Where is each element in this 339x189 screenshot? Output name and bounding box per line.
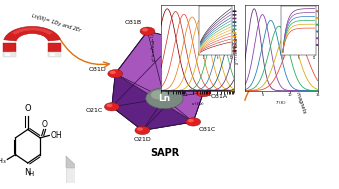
Bar	[3, 43, 16, 52]
Y-axis label: $\chi''$ (cm$^3$mol$^{-1}$): $\chi''$ (cm$^3$mol$^{-1}$)	[149, 33, 160, 62]
Wedge shape	[4, 26, 61, 41]
Text: Single-ion magnets: Single-ion magnets	[287, 66, 306, 113]
Circle shape	[201, 57, 216, 66]
Bar	[5, 53, 9, 56]
Text: O21C: O21C	[86, 108, 103, 113]
Circle shape	[110, 71, 116, 74]
Circle shape	[173, 36, 179, 39]
Text: SAPR: SAPR	[150, 148, 179, 158]
Text: O: O	[24, 104, 31, 113]
Text: O31A: O31A	[211, 94, 228, 98]
Circle shape	[198, 90, 204, 93]
Bar	[50, 53, 55, 56]
Text: Ln(III)= 1Dy and 2Er: Ln(III)= 1Dy and 2Er	[31, 13, 81, 33]
Bar	[3, 52, 16, 57]
Polygon shape	[112, 31, 208, 130]
X-axis label: $T$ (K): $T$ (K)	[276, 99, 287, 106]
Text: O: O	[42, 120, 48, 129]
Circle shape	[203, 58, 209, 62]
Circle shape	[108, 70, 123, 78]
Circle shape	[142, 28, 148, 32]
Text: O31B: O31B	[125, 20, 142, 25]
Text: CH₃: CH₃	[0, 158, 6, 164]
Circle shape	[188, 119, 194, 122]
Circle shape	[171, 35, 185, 43]
Text: OH: OH	[50, 131, 62, 140]
Text: O21D: O21D	[134, 137, 151, 142]
Text: Ln: Ln	[158, 94, 171, 103]
Polygon shape	[66, 156, 78, 167]
Circle shape	[137, 127, 143, 131]
Circle shape	[151, 90, 168, 100]
Circle shape	[140, 27, 155, 35]
Circle shape	[106, 104, 113, 107]
Text: O21A: O21A	[184, 29, 201, 34]
Circle shape	[146, 88, 183, 109]
Text: H: H	[29, 171, 34, 177]
Text: O31C: O31C	[199, 127, 216, 132]
Text: O31D: O31D	[89, 67, 106, 72]
Polygon shape	[66, 167, 78, 183]
Text: N: N	[25, 168, 31, 177]
Bar	[48, 52, 61, 57]
Circle shape	[186, 118, 201, 126]
Circle shape	[104, 103, 119, 111]
Polygon shape	[112, 74, 193, 130]
Bar	[48, 43, 61, 52]
Circle shape	[135, 126, 150, 135]
X-axis label: $\nu$ (Hz): $\nu$ (Hz)	[191, 100, 204, 107]
Text: O21B: O21B	[216, 55, 233, 60]
Wedge shape	[12, 28, 53, 35]
Y-axis label: $\chi''T$ (cm$^3$Kmol$^{-1}$): $\chi''T$ (cm$^3$Kmol$^{-1}$)	[233, 31, 243, 65]
Circle shape	[196, 88, 211, 97]
